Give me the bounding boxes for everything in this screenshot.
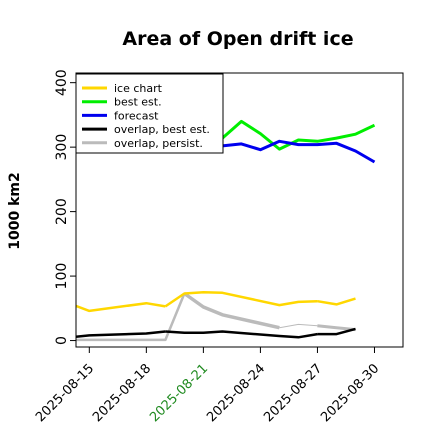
series-overlap-best-est- (76, 327, 356, 339)
y-tick-label: 200 (54, 198, 70, 225)
series-line-overlap-persist--2 (279, 323, 318, 329)
y-tick-label: 0 (54, 336, 70, 345)
legend-label-forecast: forecast (114, 109, 159, 122)
series-line-overlap-persist--3 (317, 324, 356, 332)
y-tick-label: 400 (54, 69, 70, 96)
series-forecast (203, 139, 376, 164)
series-best-est- (202, 119, 376, 151)
series-overlap-persist- (76, 292, 356, 342)
series-line-overlap-persist--1 (183, 292, 280, 330)
y-tick-label: 300 (54, 134, 70, 161)
y-tick-label: 100 (54, 263, 70, 290)
legend-label-ice-chart: ice chart (114, 82, 163, 95)
plot-frame (75, 72, 404, 348)
chart-title: Area of Open drift ice (122, 28, 353, 50)
series-line-overlap-best-est--2 (317, 327, 356, 336)
series-line-ice-chart-0 (76, 301, 166, 313)
series-line-overlap-best-est--1 (165, 330, 318, 339)
series-line-best-est--0 (202, 119, 376, 151)
legend-label-best-est-: best est. (114, 96, 162, 109)
series-line-ice-chart-1 (164, 290, 318, 308)
series-line-ice-chart-2 (317, 297, 356, 306)
series-line-forecast-0 (203, 139, 376, 164)
series-ice-chart (76, 290, 356, 313)
legend-label-overlap-best-est-: overlap, best est. (114, 123, 210, 136)
series-line-overlap-persist--0 (76, 293, 186, 342)
series-layer (76, 119, 376, 342)
series-line-overlap-best-est--0 (76, 330, 166, 338)
legend-label-overlap-persist-: overlap, persist. (114, 137, 203, 150)
y-axis-label: 1000 km2 (7, 172, 23, 249)
